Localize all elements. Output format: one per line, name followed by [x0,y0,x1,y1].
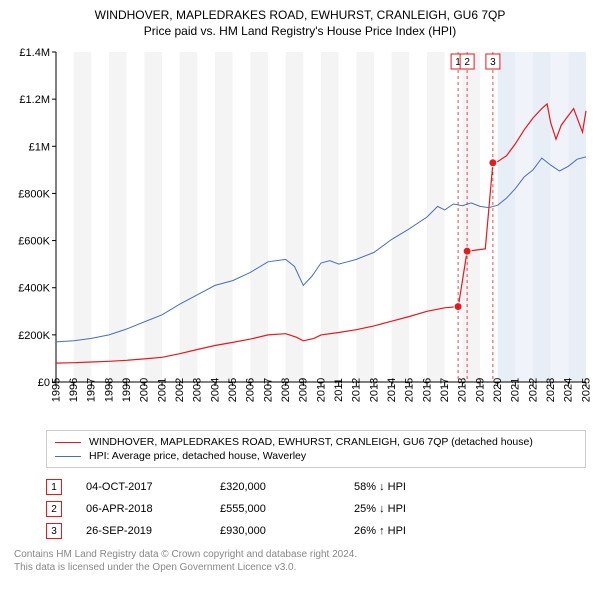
title-line2: Price paid vs. HM Land Registry's House … [6,24,594,38]
footer-line2: This data is licensed under the Open Gov… [14,561,586,574]
marker-row: 1 04-OCT-2017 £320,000 58% ↓ HPI [46,476,586,498]
legend-swatch [55,442,81,443]
svg-text:2024: 2024 [563,378,575,402]
svg-text:2013: 2013 [368,378,380,402]
svg-text:1996: 1996 [68,378,80,402]
svg-text:2023: 2023 [545,378,557,402]
svg-text:1995: 1995 [50,378,62,402]
svg-text:£200K: £200K [18,330,50,342]
svg-text:£800K: £800K [18,188,50,200]
marker-number: 2 [46,501,62,517]
svg-text:2002: 2002 [174,378,186,402]
marker-delta: 58% ↓ HPI [354,481,406,493]
svg-text:2010: 2010 [315,378,327,402]
svg-text:£400K: £400K [18,283,50,295]
legend-row: HPI: Average price, detached house, Wave… [55,449,577,463]
svg-text:£600K: £600K [18,236,50,248]
svg-text:2007: 2007 [262,378,274,402]
svg-text:1998: 1998 [103,378,115,402]
marker-date: 26-SEP-2019 [86,525,196,537]
legend-label: HPI: Average price, detached house, Wave… [89,450,306,462]
svg-text:2025: 2025 [580,378,592,402]
svg-text:2012: 2012 [351,378,363,402]
svg-text:2022: 2022 [527,378,539,402]
svg-text:2006: 2006 [245,378,257,402]
legend-swatch [55,456,81,457]
marker-number: 1 [46,479,62,495]
svg-text:£1.2M: £1.2M [19,94,50,106]
svg-text:2001: 2001 [156,378,168,402]
marker-price: £320,000 [220,481,330,493]
marker-date: 04-OCT-2017 [86,481,196,493]
price-chart: £0 £200K £400K £600K £800K £1M £1.2M £1.4M 1995 1… [6,44,594,424]
marker-delta: 25% ↓ HPI [354,503,406,515]
legend: WINDHOVER, MAPLEDRAKES ROAD, EWHURST, CR… [46,430,586,468]
title-line1: WINDHOVER, MAPLEDRAKES ROAD, EWHURST, CR… [6,8,594,22]
sale-markers-table: 1 04-OCT-2017 £320,000 58% ↓ HPI 2 06-APR-201… [46,476,586,542]
marker-price: £930,000 [220,525,330,537]
svg-text:2019: 2019 [474,378,486,402]
svg-text:1999: 1999 [121,378,133,402]
svg-text:2004: 2004 [209,378,221,402]
footer-attribution: Contains HM Land Registry data © Crown c… [14,548,586,574]
marker-delta: 26% ↑ HPI [354,525,406,537]
svg-text:£1M: £1M [29,141,50,153]
svg-text:2009: 2009 [298,378,310,402]
svg-text:2003: 2003 [192,378,204,402]
svg-text:2011: 2011 [333,378,345,402]
footer-line1: Contains HM Land Registry data © Crown c… [14,548,586,561]
svg-text:2014: 2014 [386,378,398,402]
svg-text:2018: 2018 [457,378,469,402]
marker-price: £555,000 [220,503,330,515]
svg-text:£1.4M: £1.4M [19,47,50,59]
marker-row: 3 26-SEP-2019 £930,000 26% ↑ HPI [46,520,586,542]
marker-number: 3 [46,523,62,539]
svg-text:1997: 1997 [86,378,98,402]
legend-row: WINDHOVER, MAPLEDRAKES ROAD, EWHURST, CR… [55,435,577,449]
svg-text:2020: 2020 [492,378,504,402]
svg-text:2016: 2016 [421,378,433,402]
svg-text:£0: £0 [38,377,50,389]
svg-text:2015: 2015 [404,378,416,402]
svg-text:2017: 2017 [439,378,451,402]
svg-text:3: 3 [490,57,496,68]
legend-label: WINDHOVER, MAPLEDRAKES ROAD, EWHURST, CR… [89,436,533,448]
marker-row: 2 06-APR-2018 £555,000 25% ↓ HPI [46,498,586,520]
svg-text:2021: 2021 [510,378,522,402]
svg-text:2: 2 [464,57,470,68]
marker-date: 06-APR-2018 [86,503,196,515]
svg-text:2005: 2005 [227,378,239,402]
svg-text:2008: 2008 [280,378,292,402]
svg-text:2000: 2000 [139,378,151,402]
